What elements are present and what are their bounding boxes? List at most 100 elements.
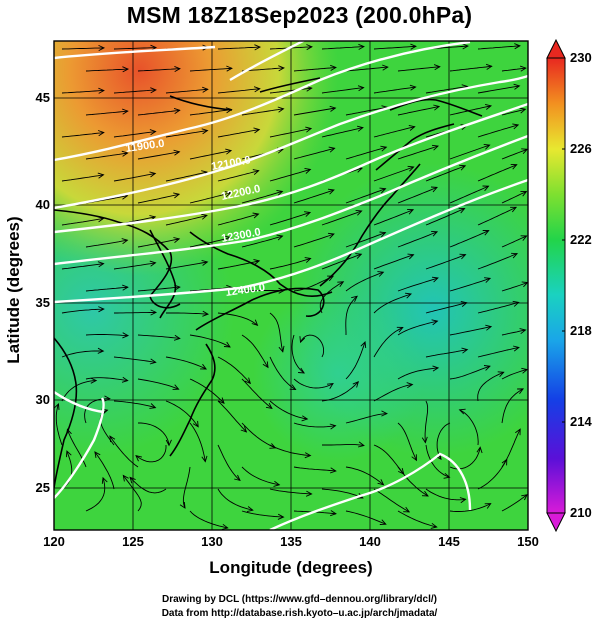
temperature-shading: 11900.0 12100.0 12200.0 12300.0 12400.0 <box>54 41 528 530</box>
streamline-arrowhead <box>54 403 60 410</box>
streamline <box>85 152 128 160</box>
streamline <box>477 301 519 314</box>
streamline-arrowhead <box>254 44 262 51</box>
streamline <box>113 131 156 138</box>
streamline-arrowhead <box>276 189 284 196</box>
streamline-arrowhead <box>406 382 414 389</box>
streamline <box>425 302 467 314</box>
streamline-arrowhead <box>327 275 335 282</box>
streamline <box>269 257 311 270</box>
streamline <box>85 110 128 116</box>
streamline-arrowhead <box>356 125 364 132</box>
streamline-arrowhead <box>519 328 527 335</box>
streamline <box>137 286 180 292</box>
streamline-arrowhead <box>173 334 181 341</box>
streamline <box>129 477 167 494</box>
streamline <box>425 444 450 478</box>
streamline-arrowhead <box>121 376 129 383</box>
streamline-arrowhead <box>179 502 186 509</box>
streamline <box>293 466 336 472</box>
streamline-arrowhead <box>101 476 108 484</box>
y-tick-label: 30 <box>35 392 50 407</box>
streamline <box>501 191 527 204</box>
streamline-arrowhead <box>90 377 98 384</box>
streamline-arrowhead <box>326 383 334 389</box>
streamline-arrowhead <box>510 163 518 170</box>
streamline <box>425 86 468 94</box>
colorbar <box>546 38 566 533</box>
streamline <box>137 68 180 72</box>
streamline <box>501 235 527 248</box>
streamline-arrowhead <box>358 43 365 50</box>
streamline-arrowhead <box>357 441 365 448</box>
streamline <box>85 239 128 248</box>
streamline <box>345 295 358 335</box>
streamline <box>397 145 439 160</box>
streamline-arrowhead <box>246 506 254 513</box>
streamline-arrowhead <box>515 428 521 436</box>
streamline <box>217 356 251 384</box>
streamline <box>425 349 468 358</box>
streamline-arrowhead <box>410 43 417 50</box>
streamline <box>345 466 384 486</box>
streamline <box>165 400 199 428</box>
streamline <box>373 293 412 314</box>
streamline <box>321 253 362 270</box>
height-contours <box>54 41 528 530</box>
streamline <box>61 174 104 182</box>
colorbar-tick-label: 214 <box>570 414 592 429</box>
streamline <box>373 384 413 402</box>
streamline-arrowhead <box>482 185 490 192</box>
plot-frame <box>53 40 529 531</box>
streamline <box>217 400 247 433</box>
streamline-arrowhead <box>379 187 387 194</box>
streamline-arrowhead <box>149 260 157 267</box>
streamline <box>61 263 104 270</box>
streamline-arrowhead <box>299 336 306 344</box>
streamline <box>373 209 414 226</box>
streamline <box>345 271 384 292</box>
streamline-arrowhead <box>513 83 521 90</box>
streamline <box>61 47 105 50</box>
streamline-arrowhead <box>408 124 416 131</box>
streamline-arrowhead <box>355 209 363 216</box>
streamline <box>61 90 104 94</box>
streamline-arrowhead <box>65 450 72 458</box>
streamline-arrowhead <box>200 363 208 370</box>
streamline-arrowhead <box>304 167 312 174</box>
streamline <box>165 261 208 270</box>
streamline-arrowhead <box>521 148 528 155</box>
streamline <box>61 380 97 402</box>
credit-drawing: Drawing by DCL (https://www.gfd–dennou.o… <box>161 594 437 605</box>
streamline <box>217 129 260 138</box>
streamline <box>373 126 415 138</box>
streamline-arrowhead <box>225 148 233 155</box>
streamline <box>269 488 312 495</box>
streamline-arrowhead <box>431 144 440 151</box>
streamline-arrowhead <box>200 213 208 220</box>
streamline-arrowhead <box>497 371 505 378</box>
streamline-arrowhead <box>377 271 385 277</box>
streamline <box>322 444 364 446</box>
streamline <box>477 206 517 226</box>
streamline <box>61 132 104 138</box>
streamline <box>166 312 209 315</box>
streamline-arrowhead <box>337 281 345 287</box>
x-tick-label: 125 <box>122 534 144 549</box>
streamline <box>94 451 115 490</box>
streamline <box>319 281 344 314</box>
streamline <box>182 466 191 509</box>
streamline-arrowhead <box>192 420 199 428</box>
streamline-arrowhead <box>289 384 297 390</box>
streamline-arrowhead <box>224 235 232 242</box>
streamline-arrowhead <box>382 64 389 71</box>
streamline-arrowhead <box>97 347 105 354</box>
streamline <box>189 334 231 348</box>
streamline <box>449 105 492 116</box>
streamline <box>137 193 180 204</box>
streamline <box>397 66 440 72</box>
x-tick-label: 140 <box>359 534 381 549</box>
streamline <box>436 422 451 460</box>
streamline-arrowhead <box>150 309 158 316</box>
